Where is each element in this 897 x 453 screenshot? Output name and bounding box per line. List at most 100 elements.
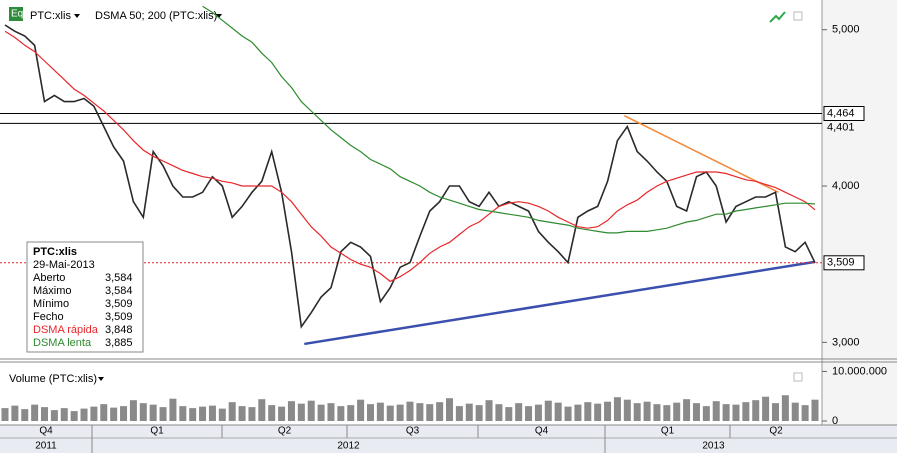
info-box: PTC:xlis 29-Mai-2013 Aberto 3,584 Máximo 3,… [26,241,144,353]
volume-bar [366,404,374,421]
volume-bar [505,407,513,421]
volume-bar [594,403,602,421]
volume-bar [446,398,454,421]
volume-bar [297,403,305,421]
trendline [624,115,779,193]
volume-bar [50,410,58,421]
volume-bar [801,405,809,421]
volume-bar [238,406,246,421]
volume-bar [347,405,355,421]
info-value: 3,885 [105,337,133,349]
dropdown-arrow[interactable] [74,14,80,18]
volume-bar [218,408,226,421]
volume-bar [31,404,39,421]
volume-bar [278,406,286,421]
y-tick-label: 3,000 [832,336,860,348]
volume-bar [781,395,789,421]
series-line [4,24,816,329]
volume-label[interactable]: Volume (PTC:xlis) [9,373,97,385]
volume-bar [396,404,404,421]
volume-bar [169,398,177,421]
volume-bar [544,400,552,421]
indicator-label[interactable]: DSMA 50; 200 (PTC:xlis) [95,10,217,22]
volume-bar [485,400,493,421]
info-value: 3,584 [105,272,133,284]
series-line [202,5,816,234]
trend-icon[interactable] [769,11,786,23]
volume-bar [100,404,108,421]
dropdown-arrow[interactable] [98,377,104,381]
quarter-label: Q1 [661,426,675,437]
volume-bar [258,399,266,421]
volume-bar [771,403,779,421]
volume-bar [386,405,394,421]
last-price-label: 3,509 [827,257,855,269]
volume-bar [673,402,681,421]
volume-bar [376,402,384,421]
info-label: Fecho [33,311,64,323]
volume-bar [307,400,315,421]
volume-bar [752,400,760,421]
y-tick-label: 0 [832,415,838,427]
series-line [4,30,816,283]
volume-bar [653,404,661,421]
volume-bar [317,404,325,421]
volume-bar [465,403,473,421]
volume-bar [613,397,621,421]
quarter-label: Q3 [406,426,420,437]
info-title: PTC:xlis [33,246,77,258]
volume-bar [287,401,295,421]
volume-bar [762,396,770,421]
year-label: 2012 [337,441,360,452]
volume-bar [811,399,819,421]
volume-bar [534,404,542,421]
info-value: 3,509 [105,311,133,323]
year-label: 2011 [35,441,57,452]
volume-bar [179,406,187,421]
volume-bar [732,404,740,421]
symbol-icon[interactable] [9,7,23,21]
info-value: 3,848 [105,324,133,336]
volume-bar [633,403,641,421]
info-label: Mínimo [33,298,69,310]
volume-bar [712,401,720,421]
volume-bar [120,406,128,421]
volume-bar [189,408,197,421]
last-price-box [823,255,865,271]
volume-bar [416,403,424,421]
info-label: Aberto [33,272,65,284]
volume-bar [70,411,78,421]
dropdown-arrow[interactable] [216,14,222,18]
volume-bar [199,406,207,421]
axis-panel [822,0,897,453]
volume-bar [139,403,147,421]
volume-bar [129,400,137,421]
volume-bar [742,402,750,421]
info-label: Máximo [33,285,72,297]
symbol-label[interactable]: PTC:xlis [30,10,71,22]
trendline [304,260,816,346]
info-label: DSMA rápida [33,324,99,336]
volume-bar [357,399,365,421]
quarter-label: Q1 [150,426,164,437]
volume-bar [574,404,582,421]
volume-bar [1,408,9,421]
info-box-frame [26,241,144,353]
info-value: 3,509 [105,298,133,310]
quarter-label: Q4 [535,426,549,437]
y-tick-label: 5,000 [832,24,860,36]
volume-bar [248,407,256,421]
volume-bar [110,407,118,421]
volume-bar [337,406,345,421]
window-button[interactable] [793,372,803,382]
volume-bar [80,408,88,421]
window-button[interactable] [793,11,803,21]
y-tick-label: 10.000.000 [832,365,887,377]
time-axis [0,425,897,453]
volume-bar [90,406,98,421]
volume-bar [41,407,49,421]
volume-bar [426,404,434,421]
